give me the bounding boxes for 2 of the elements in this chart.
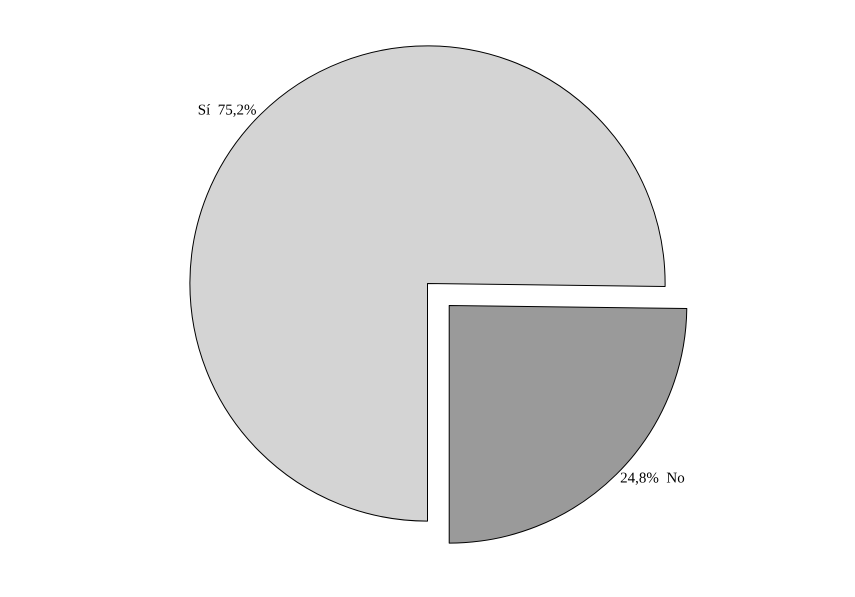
slice-label: Sí 75,2% — [198, 102, 257, 118]
slice-label: 24,8% No — [620, 470, 685, 487]
